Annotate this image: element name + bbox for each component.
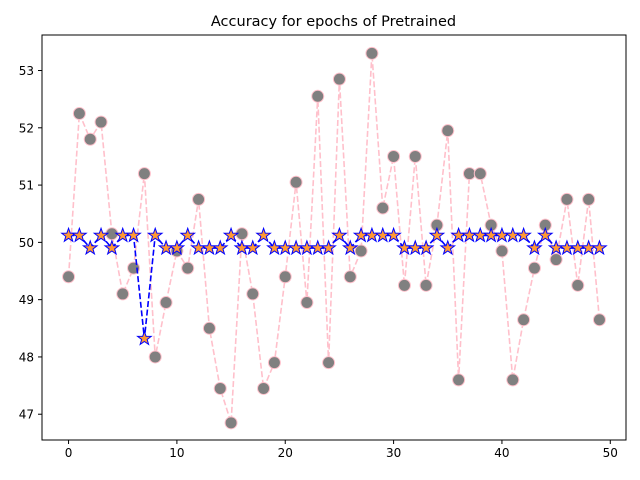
data-point [341, 239, 359, 256]
data-point [385, 226, 402, 243]
data-point [473, 167, 487, 181]
data-point [515, 226, 532, 243]
data-point [592, 313, 606, 327]
data-point [408, 149, 422, 163]
data-point [179, 226, 197, 243]
data-point [365, 46, 379, 60]
data-point [83, 132, 97, 146]
data-point [462, 167, 476, 181]
data-point [387, 149, 401, 163]
data-point [549, 253, 563, 267]
data-point [332, 72, 346, 86]
data-point [103, 239, 121, 256]
x-tick-label: 30 [386, 446, 401, 460]
data-point [116, 287, 130, 301]
data-point [224, 416, 238, 430]
x-tick-label: 0 [65, 446, 73, 460]
data-point [311, 89, 325, 103]
axes-frame [41, 34, 627, 441]
data-point [125, 226, 142, 243]
data-point [591, 239, 608, 256]
y-tick-label: 51 [19, 179, 34, 193]
data-point [495, 244, 509, 258]
axes-layer: 0 10 20 30 40 50 47 48 49 50 51 52 53 [19, 34, 627, 460]
data-point [213, 381, 227, 395]
data-point [331, 226, 348, 243]
data-point [278, 270, 292, 284]
data-point [526, 239, 543, 256]
data-point [181, 261, 195, 275]
data-point [94, 115, 108, 129]
data-point [211, 239, 229, 256]
x-tick-label: 40 [494, 446, 509, 460]
data-point [159, 296, 173, 310]
data-point [202, 321, 216, 335]
data-point [72, 106, 86, 120]
data-point [560, 192, 574, 206]
data-point [354, 244, 368, 258]
data-point [267, 356, 281, 370]
data-point [571, 278, 585, 292]
data-point [417, 239, 435, 256]
data-point [71, 226, 88, 243]
y-tick-label: 52 [19, 121, 34, 135]
data-point [137, 167, 151, 181]
data-point [148, 350, 162, 364]
data-point [192, 192, 206, 206]
data-point [536, 226, 554, 243]
data-point [506, 373, 520, 387]
y-tick-label: 48 [19, 350, 34, 364]
data-point [168, 239, 186, 256]
data-point [222, 226, 240, 243]
data-point [397, 278, 411, 292]
data-point [300, 296, 314, 310]
data-point [81, 239, 99, 256]
data-point [320, 239, 337, 256]
data-point [517, 313, 531, 327]
series-2 [60, 226, 608, 346]
data-point [146, 226, 164, 243]
y-tick-label: 53 [19, 64, 34, 78]
data-point [289, 175, 303, 189]
data-point [441, 124, 455, 138]
data-point [439, 239, 457, 256]
data-point [136, 329, 153, 346]
y-tick-label: 49 [19, 293, 34, 307]
series-1-line [67, 53, 601, 424]
data-point [428, 226, 446, 243]
data-point [582, 192, 596, 206]
data-point [452, 373, 466, 387]
data-point [92, 226, 110, 243]
data-point [244, 239, 262, 256]
x-tick-label: 20 [278, 446, 293, 460]
data-point [527, 261, 541, 275]
data-point [246, 287, 260, 301]
data-point [322, 356, 336, 370]
y-tick-label: 50 [19, 236, 34, 250]
data-point [343, 270, 357, 284]
data-point [419, 278, 433, 292]
data-point [62, 270, 76, 284]
chart-title: Accuracy for epochs of Pretrained [211, 14, 456, 30]
x-tick-label: 50 [603, 446, 618, 460]
data-point [255, 226, 272, 243]
series-1 [62, 46, 606, 430]
data-point [257, 381, 271, 395]
data-point [376, 201, 390, 215]
y-tick-label: 47 [19, 408, 34, 422]
series-layer [60, 46, 608, 430]
x-tick-label: 10 [169, 446, 184, 460]
